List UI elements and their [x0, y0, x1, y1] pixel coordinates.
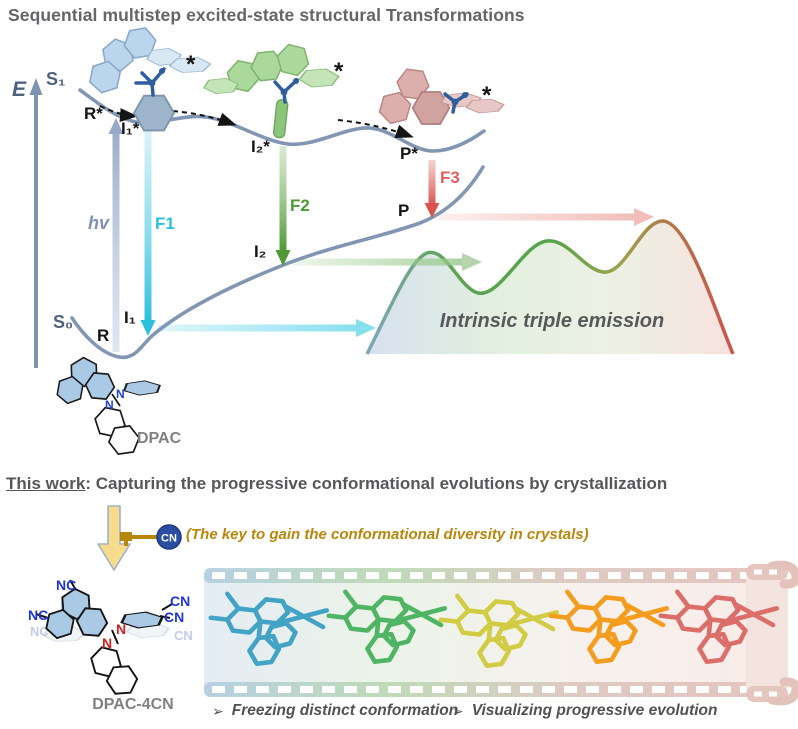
f3-label: F3 [440, 168, 460, 187]
this-work-rest: : Capturing the progressive conformation… [85, 474, 668, 493]
hv-excitation-arrow [108, 118, 124, 352]
energy-axis-arrowhead [29, 78, 43, 95]
p-label: P [398, 201, 409, 220]
i2-label: I₂ [254, 242, 266, 261]
cn-right-top: CN [170, 593, 190, 609]
key-bit [120, 532, 132, 546]
key-note-text: (The key to gain the conformational dive… [186, 526, 589, 543]
arrowhead-bullet-icon: ➢ [212, 702, 224, 719]
cn-key-icon: CN [120, 524, 182, 550]
emission-text: Intrinsic triple emission [440, 310, 665, 332]
hv-label: hv [88, 213, 110, 233]
dpac-structure: N N [52, 353, 168, 457]
section-title-top: Sequential multistep excited-state struc… [8, 5, 525, 25]
dpac-n1: N [116, 387, 125, 401]
s0-potential-curve [70, 165, 485, 360]
molecule-green-excited [199, 41, 343, 139]
dpac4cn-n-bottom: N [102, 635, 112, 651]
dashed-arrow-3 [337, 119, 414, 138]
f2-arrow [275, 146, 291, 266]
bullet-visualizing-text: Visualizing progressive evolution [471, 702, 718, 719]
yellow-down-arrow [97, 505, 131, 571]
cn-badge-circle [156, 524, 182, 550]
this-work-underlined: This work [6, 474, 86, 493]
s0-label: S₀ [53, 312, 73, 332]
i1-label: I₁ [124, 308, 136, 327]
section-title-this-work: This work: Capturing the progressive con… [6, 474, 667, 494]
ghost-nc-left: NC [30, 624, 49, 639]
molecule-blue-excited [84, 25, 215, 132]
film-strip [204, 560, 798, 706]
molecule-pink-excited [375, 67, 509, 127]
r-star-label: R* [84, 104, 103, 123]
bullet-freezing-text: Freezing distinct conformation [231, 702, 459, 719]
dashed-arrow-2 [172, 110, 237, 126]
s1-label: S₁ [46, 69, 65, 89]
p-star-label: P* [400, 144, 418, 163]
key-shaft [130, 535, 160, 539]
dpac4cn-structure: NC NC CN N N NC NC CN CN [28, 577, 193, 696]
dpac4cn-main: N N [35, 579, 173, 696]
asterisk-blue: * [186, 51, 196, 78]
bullet-freezing: ➢ Freezing distinct conformation [212, 702, 458, 720]
r-label: R [97, 326, 109, 345]
bullet-visualizing: ➢ Visualizing progressive evolution [452, 702, 718, 720]
asterisk-pink: * [482, 82, 492, 109]
nc-left: NC [28, 607, 48, 623]
emission-spectrum-fill [367, 220, 733, 354]
energy-diagram: E Intrinsic triple emission [12, 25, 735, 457]
emission-spectrum-curve [365, 219, 735, 355]
cn-right: CN [164, 609, 184, 625]
f1-label: F1 [155, 214, 175, 233]
f2-label: F2 [290, 196, 310, 215]
film-roll [746, 560, 798, 706]
emission-arrow-green [292, 253, 482, 271]
emission-arrow-pink [438, 208, 654, 226]
dpac4cn-n-top: N [116, 621, 126, 637]
ghost-cn-right: CN [174, 628, 193, 643]
i1-star-label: I₁* [121, 119, 140, 138]
energy-axis-label: E [12, 78, 27, 101]
cn-badge-text: CN [161, 533, 177, 545]
asterisk-green: * [334, 58, 344, 85]
f3-arrow [424, 160, 440, 218]
dpac4cn-label: DPAC-4CN [92, 696, 174, 713]
arrowhead-bullet-icon: ➢ [452, 702, 464, 719]
dpac-n2: N [105, 398, 114, 412]
nc-left-top: NC [56, 577, 76, 593]
dpac-label: DPAC [137, 430, 182, 447]
dashed-arrow-1 [99, 105, 138, 123]
f1-arrow [140, 126, 156, 336]
emission-arrow-cyan [158, 319, 376, 337]
i2-star-label: I₂* [251, 137, 270, 156]
